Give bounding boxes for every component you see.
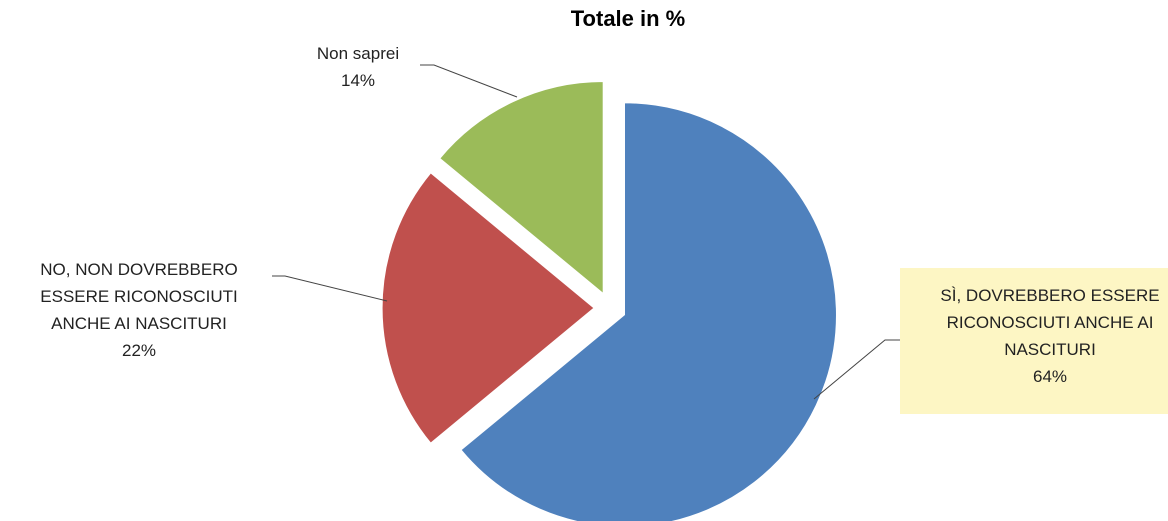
slice-label-si: SÌ, DOVREBBERO ESSERE RICONOSCIUTI ANCHE… bbox=[900, 268, 1168, 414]
pie-slice-non-saprei bbox=[439, 80, 604, 295]
pie-slice-si bbox=[460, 102, 837, 521]
pie-slice-no bbox=[381, 172, 595, 444]
label-ns-value: 14% bbox=[340, 71, 376, 90]
label-no-line-1: NO, NON DOVREBBERO bbox=[40, 260, 238, 279]
label-no-line-3: ANCHE AI NASCITURI bbox=[51, 314, 227, 333]
label-ns-line-1: Non saprei bbox=[316, 44, 400, 63]
label-no-line-2: ESSERE RICONOSCIUTI bbox=[40, 287, 238, 306]
leader-line-si bbox=[813, 339, 900, 400]
label-si-line-3: NASCITURI bbox=[1004, 340, 1096, 359]
label-si-line-2: RICONOSCIUTI ANCHE AI bbox=[946, 313, 1154, 332]
label-si-value: 64% bbox=[1032, 367, 1068, 386]
leader-line-non-saprei bbox=[420, 64, 518, 98]
label-no-value: 22% bbox=[121, 341, 157, 360]
leader-line-no bbox=[272, 275, 388, 302]
label-si-line-1: SÌ, DOVREBBERO ESSERE bbox=[940, 286, 1160, 305]
slice-label-no: NO, NON DOVREBBERO ESSERE RICONOSCIUTI A… bbox=[4, 256, 274, 364]
slice-label-non-saprei: Non saprei 14% bbox=[283, 40, 433, 94]
chart-title: Totale in % bbox=[570, 6, 686, 31]
